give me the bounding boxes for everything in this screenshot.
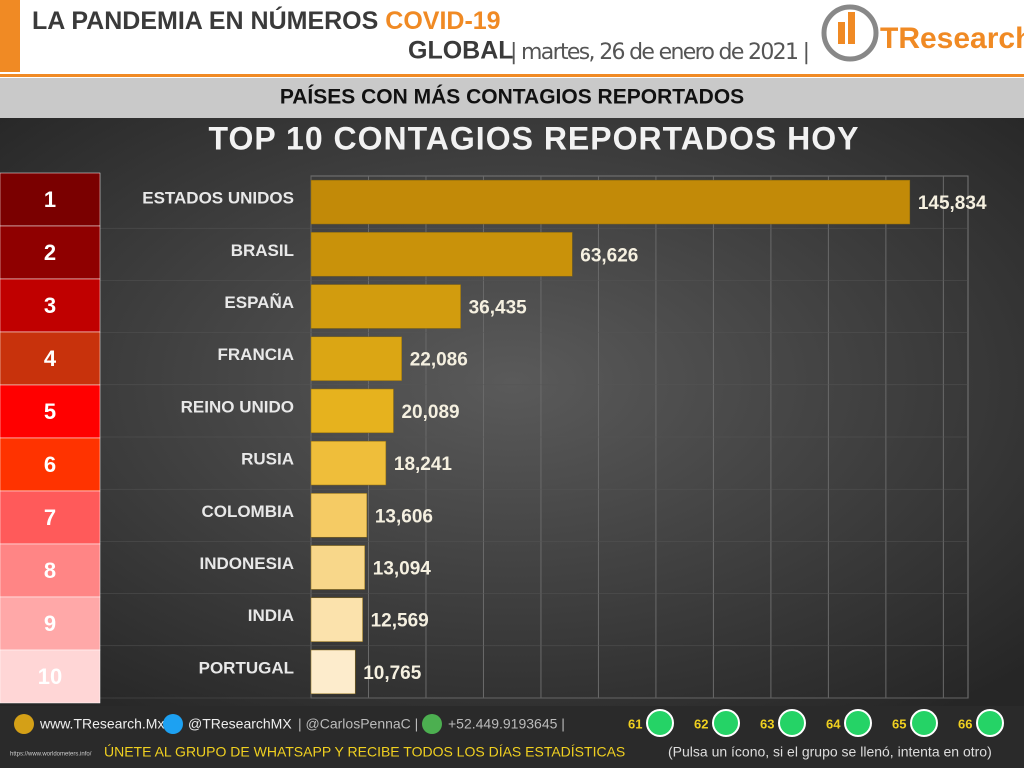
subtitle-band bbox=[0, 78, 1024, 118]
group-label: 61 bbox=[628, 716, 642, 731]
footer-twitter2: | @CarlosPennaC | bbox=[298, 716, 418, 732]
value-label: 10,765 bbox=[363, 663, 422, 684]
rank-cell bbox=[0, 384, 101, 439]
rank-label: 4 bbox=[44, 346, 57, 371]
whatsapp-icon[interactable] bbox=[778, 709, 806, 737]
category-label: ESPAÑA bbox=[224, 292, 294, 312]
footer-hint: (Pulsa un ícono, si el grupo se llenó, i… bbox=[668, 744, 992, 760]
value-label: 13,606 bbox=[375, 506, 433, 527]
category-label: RUSIA bbox=[241, 450, 294, 469]
category-label: ESTADOS UNIDOS bbox=[142, 189, 294, 208]
rank-label: 10 bbox=[38, 664, 62, 689]
footer-twitter[interactable]: @TResearchMX bbox=[188, 716, 292, 732]
rank-label: 9 bbox=[44, 611, 56, 636]
whatsapp-icon[interactable] bbox=[844, 709, 872, 737]
rank-cell bbox=[0, 649, 101, 704]
category-label: REINO UNIDO bbox=[181, 397, 294, 416]
bar bbox=[310, 493, 368, 538]
logo-bar bbox=[838, 22, 845, 44]
bar bbox=[310, 336, 402, 381]
category-label: COLOMBIA bbox=[201, 502, 294, 521]
rank-cell bbox=[0, 437, 101, 492]
logo-ring bbox=[821, 4, 879, 62]
footer-cta: ÚNETE AL GRUPO DE WHATSAPP Y RECIBE TODO… bbox=[104, 744, 625, 760]
value-label: 22,086 bbox=[410, 350, 468, 371]
bar bbox=[310, 179, 911, 225]
footer-phone: +52.449.9193645 | bbox=[448, 716, 565, 732]
rank-cell bbox=[0, 490, 101, 545]
value-label: 18,241 bbox=[394, 454, 453, 475]
bar bbox=[310, 597, 363, 642]
rank-label: 2 bbox=[44, 240, 56, 265]
rank-label: 8 bbox=[44, 558, 56, 583]
source: https://www.worldometers.info/ bbox=[10, 752, 92, 758]
rank-label: 5 bbox=[44, 399, 56, 424]
brand: TResearch bbox=[880, 22, 1024, 55]
header-title-text: LA PANDEMIA EN NÚMEROS bbox=[32, 5, 378, 35]
rank-cell bbox=[0, 596, 101, 651]
category-label: BRASIL bbox=[231, 241, 294, 260]
bar bbox=[310, 440, 387, 486]
header-scope: GLOBAL bbox=[408, 37, 514, 65]
whatsapp-icon[interactable] bbox=[910, 709, 938, 737]
rank-label: 3 bbox=[44, 293, 56, 318]
whatsapp-icon[interactable] bbox=[646, 709, 674, 737]
rank-cell bbox=[0, 331, 101, 386]
phone-icon bbox=[422, 714, 442, 734]
value-label: 20,089 bbox=[401, 402, 459, 423]
header-highlight: COVID-19 bbox=[385, 7, 500, 35]
rank-cell bbox=[0, 543, 101, 598]
value-label: 36,435 bbox=[469, 298, 528, 319]
rank-cell bbox=[0, 225, 101, 280]
value-label: 63,626 bbox=[580, 245, 638, 266]
logo-bar bbox=[848, 12, 855, 44]
group-label: 66 bbox=[958, 716, 972, 731]
value-label: 12,569 bbox=[371, 611, 429, 632]
group-label: 63 bbox=[760, 716, 774, 731]
web-icon bbox=[14, 714, 34, 734]
bar bbox=[310, 649, 356, 695]
category-label: INDIA bbox=[248, 606, 294, 625]
group-label: 62 bbox=[694, 716, 708, 731]
group-label: 64 bbox=[826, 716, 841, 731]
footer-site[interactable]: www.TResearch.Mx bbox=[39, 716, 164, 732]
value-label: 145,834 bbox=[918, 193, 987, 214]
category-label: INDONESIA bbox=[200, 554, 294, 573]
group-label: 65 bbox=[892, 716, 906, 731]
plot: 1 ESTADOS UNIDOS 145,834 2 BRASIL 63,626 3 ESPA… bbox=[0, 172, 987, 704]
bar bbox=[310, 284, 461, 329]
rank-cell bbox=[0, 172, 101, 227]
whatsapp-groups: 61 62 63 64 65 66 bbox=[628, 709, 1004, 737]
category-label: FRANCIA bbox=[218, 345, 295, 364]
category-label: PORTUGAL bbox=[199, 658, 294, 677]
rank-label: 1 bbox=[44, 187, 56, 212]
whatsapp-icon[interactable] bbox=[976, 709, 1004, 737]
bar bbox=[310, 232, 573, 277]
header-rule bbox=[0, 74, 1024, 77]
bar bbox=[310, 545, 366, 590]
twitter-icon bbox=[163, 714, 183, 734]
whatsapp-icon[interactable] bbox=[712, 709, 740, 737]
bar bbox=[310, 388, 394, 434]
chart-title: TOP 10 CONTAGIOS REPORTADOS HOY bbox=[209, 120, 860, 156]
subtitle: PAÍSES CON MÁS CONTAGIOS REPORTADOS bbox=[280, 86, 744, 109]
header-title: LA PANDEMIA EN NÚMEROS COVID-19 bbox=[32, 5, 501, 35]
value-label: 13,094 bbox=[373, 559, 432, 580]
rank-label: 6 bbox=[44, 452, 56, 477]
header-date: | martes, 26 de enero de 2021 | bbox=[510, 40, 810, 65]
accent-bar bbox=[0, 0, 20, 72]
rank-cell bbox=[0, 278, 101, 333]
rank-label: 7 bbox=[44, 505, 56, 530]
